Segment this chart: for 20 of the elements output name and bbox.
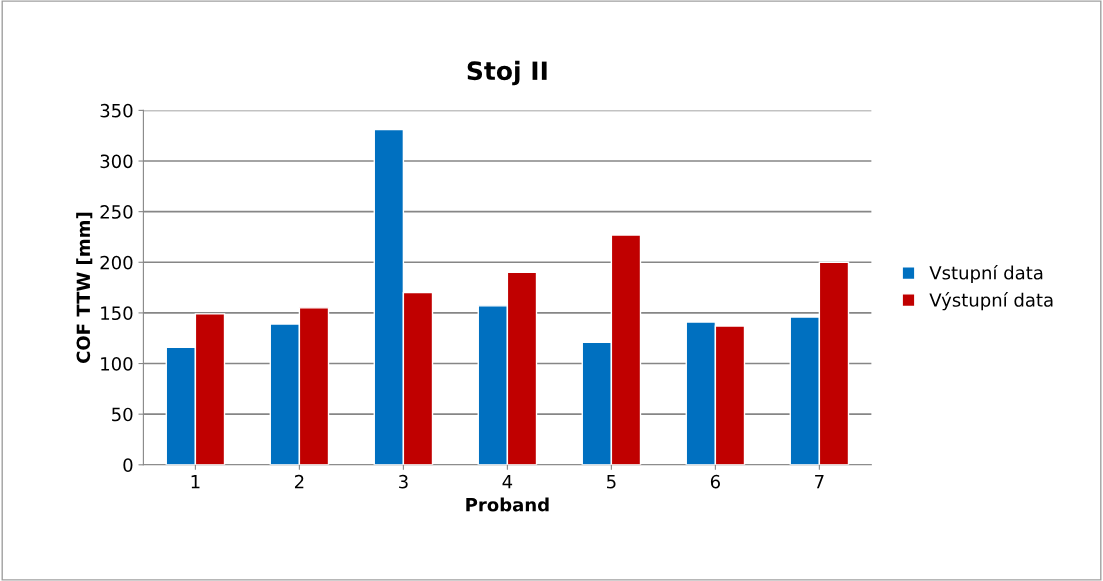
x-tick-label: 4 — [502, 475, 513, 489]
x-tick-label: 7 — [815, 475, 824, 489]
x-tick-label: 2 — [294, 474, 304, 489]
y-tick-label: 350 — [100, 103, 133, 118]
legend-label: Výstupní data — [929, 292, 1053, 311]
chart-title: Stoj II — [467, 60, 547, 86]
x-tick-label: 5 — [607, 475, 616, 489]
y-tick-label: 250 — [100, 205, 133, 219]
legend-label: Vstupní data — [929, 264, 1043, 284]
y-tick-label: 100 — [101, 357, 133, 371]
x-tick-label: 1 — [191, 475, 200, 489]
x-tick-label: 6 — [710, 474, 720, 489]
y-tick-label: 300 — [100, 154, 133, 169]
y-tick-label: 150 — [101, 306, 133, 321]
y-tick-label: 0 — [123, 458, 133, 472]
y-axis-title: COF TTW [mm] — [76, 212, 93, 363]
y-tick-label: 50 — [112, 407, 133, 422]
y-tick-label: 200 — [100, 255, 133, 270]
x-axis-title: Proband — [466, 497, 549, 512]
x-tick-label: 3 — [399, 474, 408, 489]
